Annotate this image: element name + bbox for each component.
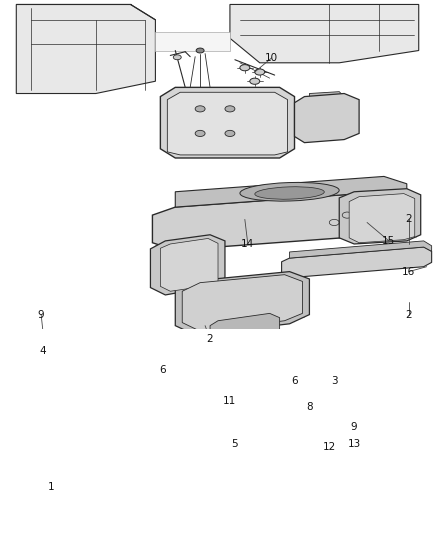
Polygon shape bbox=[182, 274, 303, 331]
Polygon shape bbox=[9, 401, 399, 440]
Circle shape bbox=[255, 69, 265, 75]
Polygon shape bbox=[290, 241, 431, 258]
Circle shape bbox=[333, 434, 341, 439]
Polygon shape bbox=[349, 193, 415, 243]
Polygon shape bbox=[1, 424, 81, 478]
Polygon shape bbox=[230, 4, 419, 63]
Polygon shape bbox=[155, 32, 230, 51]
Circle shape bbox=[293, 450, 301, 455]
Text: 16: 16 bbox=[402, 266, 415, 277]
Polygon shape bbox=[160, 238, 218, 291]
Circle shape bbox=[333, 449, 341, 454]
Polygon shape bbox=[4, 406, 81, 438]
Polygon shape bbox=[150, 235, 225, 295]
Circle shape bbox=[290, 394, 300, 401]
Polygon shape bbox=[178, 359, 238, 387]
Polygon shape bbox=[175, 272, 309, 335]
Polygon shape bbox=[381, 414, 434, 467]
Text: 6: 6 bbox=[159, 365, 166, 375]
Polygon shape bbox=[4, 376, 76, 422]
Ellipse shape bbox=[240, 182, 339, 201]
Ellipse shape bbox=[255, 187, 324, 199]
Circle shape bbox=[166, 361, 174, 366]
Circle shape bbox=[173, 55, 181, 60]
Circle shape bbox=[195, 106, 205, 112]
Polygon shape bbox=[210, 313, 279, 342]
Polygon shape bbox=[374, 410, 437, 470]
Text: 13: 13 bbox=[347, 439, 361, 449]
Circle shape bbox=[250, 78, 260, 84]
Text: 11: 11 bbox=[223, 395, 237, 406]
Circle shape bbox=[225, 106, 235, 112]
Polygon shape bbox=[278, 429, 351, 462]
Polygon shape bbox=[11, 381, 69, 419]
Circle shape bbox=[240, 64, 250, 71]
Polygon shape bbox=[185, 431, 240, 466]
Circle shape bbox=[265, 458, 275, 464]
Circle shape bbox=[195, 131, 205, 136]
Polygon shape bbox=[309, 92, 344, 99]
Polygon shape bbox=[282, 247, 431, 278]
Text: 10: 10 bbox=[265, 53, 278, 63]
Polygon shape bbox=[175, 176, 407, 207]
Polygon shape bbox=[13, 336, 66, 376]
Circle shape bbox=[293, 435, 301, 440]
Circle shape bbox=[50, 339, 56, 343]
Polygon shape bbox=[339, 189, 421, 244]
Circle shape bbox=[271, 370, 279, 375]
Text: 4: 4 bbox=[40, 346, 46, 357]
Polygon shape bbox=[167, 92, 288, 155]
Text: 14: 14 bbox=[241, 239, 254, 249]
Text: 2: 2 bbox=[207, 334, 213, 344]
Text: 12: 12 bbox=[323, 442, 336, 451]
Polygon shape bbox=[160, 87, 294, 158]
Polygon shape bbox=[152, 192, 407, 250]
Text: 3: 3 bbox=[331, 376, 338, 386]
Polygon shape bbox=[7, 427, 73, 478]
Text: 9: 9 bbox=[38, 310, 44, 320]
Polygon shape bbox=[230, 358, 260, 381]
Text: 2: 2 bbox=[406, 310, 412, 320]
Circle shape bbox=[196, 48, 204, 53]
Polygon shape bbox=[142, 418, 268, 477]
Polygon shape bbox=[9, 462, 399, 492]
Polygon shape bbox=[294, 93, 359, 143]
Text: 15: 15 bbox=[382, 236, 396, 246]
Text: 5: 5 bbox=[232, 439, 238, 449]
Text: 9: 9 bbox=[351, 422, 357, 432]
Polygon shape bbox=[9, 422, 399, 480]
Ellipse shape bbox=[203, 379, 237, 391]
Text: 2: 2 bbox=[406, 214, 412, 224]
Text: 6: 6 bbox=[291, 376, 298, 386]
Circle shape bbox=[26, 342, 32, 346]
Circle shape bbox=[265, 434, 275, 440]
Polygon shape bbox=[159, 428, 255, 470]
Text: 1: 1 bbox=[48, 481, 54, 491]
Circle shape bbox=[50, 361, 56, 365]
Text: 8: 8 bbox=[306, 402, 313, 411]
Circle shape bbox=[225, 131, 235, 136]
Polygon shape bbox=[16, 4, 155, 93]
Circle shape bbox=[26, 365, 32, 368]
